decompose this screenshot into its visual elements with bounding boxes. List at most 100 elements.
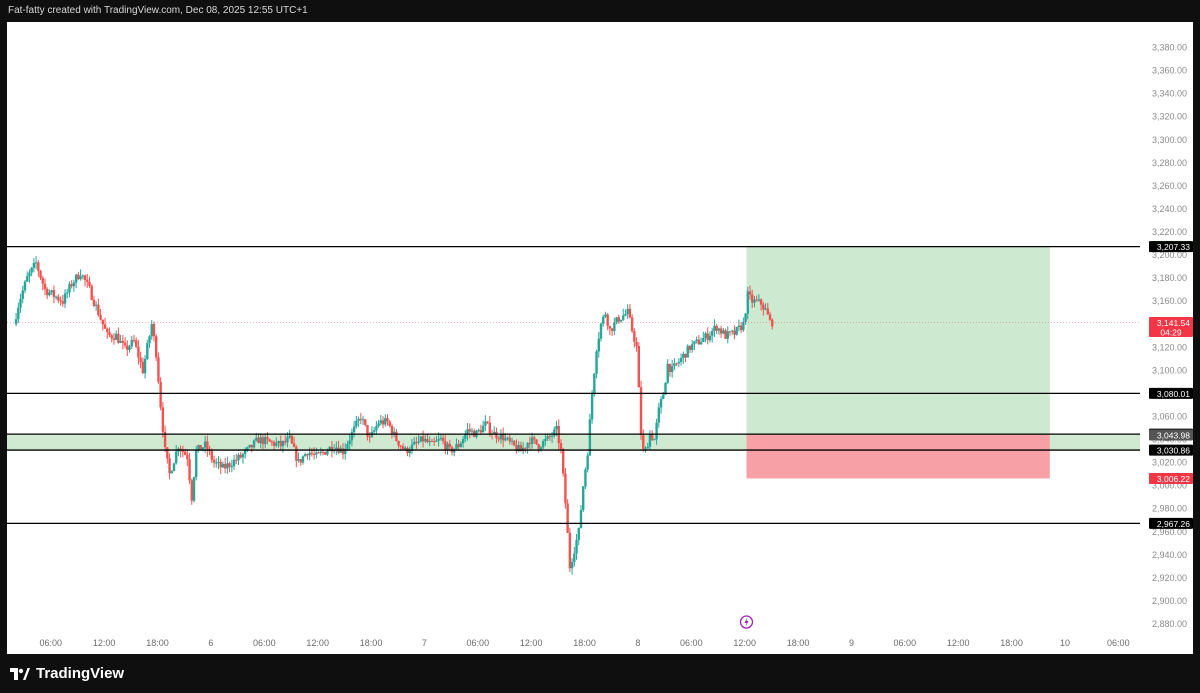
candle-body xyxy=(108,332,111,336)
candle-body xyxy=(435,440,438,442)
lightning-icon xyxy=(744,617,749,627)
candle-body xyxy=(653,439,656,441)
candle-body xyxy=(630,317,634,332)
candle-body xyxy=(150,324,153,337)
candle-body xyxy=(41,277,44,284)
candle-body xyxy=(675,363,678,365)
candle-body xyxy=(106,328,109,333)
candle-body xyxy=(628,308,632,318)
candle-body xyxy=(710,330,714,336)
time-axis: 06:00 12:00 18:00 6 06:00 12:00 18:00 7 06:00 12:… xyxy=(40,615,1130,648)
candle-body xyxy=(279,440,282,447)
candle-body xyxy=(175,451,178,464)
candle-body xyxy=(755,299,758,301)
candle-body xyxy=(499,433,503,440)
candle-body xyxy=(508,437,512,442)
candle-body xyxy=(90,285,93,300)
candle-body xyxy=(662,394,665,399)
candle-body xyxy=(32,262,36,268)
candle-body xyxy=(226,463,229,469)
y-tick-label: 3,100.00 xyxy=(1152,365,1187,375)
candle-body xyxy=(530,437,534,444)
candle-body xyxy=(312,453,316,455)
y-tick-label: 3,180.00 xyxy=(1152,273,1187,283)
candle-body xyxy=(593,373,596,394)
candle-body xyxy=(459,443,463,448)
candle-body xyxy=(704,333,707,339)
x-tick-label: 06:00 xyxy=(253,638,276,648)
candle-body xyxy=(617,317,620,322)
candle-body xyxy=(682,353,685,358)
candle-body xyxy=(304,454,307,457)
candle-body xyxy=(54,296,58,298)
candle-body xyxy=(555,425,558,430)
candle-body xyxy=(428,440,431,443)
brand[interactable]: TradingView xyxy=(10,665,124,682)
candle-body xyxy=(657,407,661,423)
y-tick-label: 3,260.00 xyxy=(1152,181,1187,191)
candle-body xyxy=(28,272,31,277)
candle-body xyxy=(537,444,540,450)
candle-body xyxy=(335,447,338,450)
candle-body xyxy=(161,407,165,432)
candle-body xyxy=(190,480,193,501)
candle-body xyxy=(268,439,271,442)
x-tick-label: 12:00 xyxy=(947,638,970,648)
x-tick-label: 8 xyxy=(635,638,640,648)
candle-body xyxy=(283,441,287,443)
candle-body xyxy=(561,449,565,474)
candle-body xyxy=(26,276,29,282)
candle-body xyxy=(79,276,82,280)
candle-body xyxy=(546,436,549,439)
candle-body xyxy=(201,447,205,450)
level-price-label: 2,967.26 xyxy=(1157,519,1190,529)
x-tick-label: 18:00 xyxy=(787,638,810,648)
candle-body xyxy=(664,382,667,395)
candle-body xyxy=(388,421,391,426)
candle-body xyxy=(199,445,202,450)
y-tick-label: 3,120.00 xyxy=(1152,342,1187,352)
entry-price-label-bg xyxy=(1149,429,1193,441)
x-tick-label: 06:00 xyxy=(894,638,917,648)
candle-body xyxy=(212,459,216,463)
candle-body xyxy=(759,299,763,305)
candle-body xyxy=(668,363,672,373)
candle-body xyxy=(112,338,116,340)
price-chart[interactable]: 3,380.00 3,360.00 3,340.00 3,320.00 3,300.00… xyxy=(7,22,1193,654)
candle-body xyxy=(706,333,709,341)
entry-price-label: 3,043.98 xyxy=(1157,430,1190,440)
candle-body xyxy=(219,461,222,468)
candle-body xyxy=(326,450,329,455)
candle-body xyxy=(341,448,345,455)
candle-body xyxy=(408,450,411,454)
stop-zone xyxy=(746,434,1050,479)
candle-body xyxy=(746,291,749,314)
candle-body xyxy=(243,449,247,454)
y-tick-label: 3,220.00 xyxy=(1152,227,1187,237)
candle-body xyxy=(74,274,78,283)
candle-body xyxy=(541,440,545,448)
candle-body xyxy=(444,441,447,450)
candle-body xyxy=(86,280,89,282)
y-tick-label: 2,920.00 xyxy=(1152,573,1187,583)
x-tick-label: 12:00 xyxy=(733,638,756,648)
candle-body xyxy=(92,299,96,306)
candle-body xyxy=(599,323,603,339)
stop-price-label-bg xyxy=(1149,472,1193,484)
candle-body xyxy=(461,439,465,444)
candle-body xyxy=(263,437,267,445)
x-tick-label: 7 xyxy=(422,638,427,648)
candle-body xyxy=(446,443,449,450)
candle-body xyxy=(771,319,774,327)
y-tick-label: 3,380.00 xyxy=(1152,43,1187,53)
level-price-label: 3,030.86 xyxy=(1157,446,1190,456)
candle-body xyxy=(97,304,100,316)
candle-body xyxy=(48,292,51,296)
x-tick-label: 18:00 xyxy=(146,638,169,648)
candle-body xyxy=(544,438,547,441)
candle-body xyxy=(317,452,320,454)
x-tick-label: 6 xyxy=(208,638,213,648)
candle-body xyxy=(83,275,87,281)
candle-body xyxy=(753,299,756,303)
candle-body xyxy=(633,331,636,342)
